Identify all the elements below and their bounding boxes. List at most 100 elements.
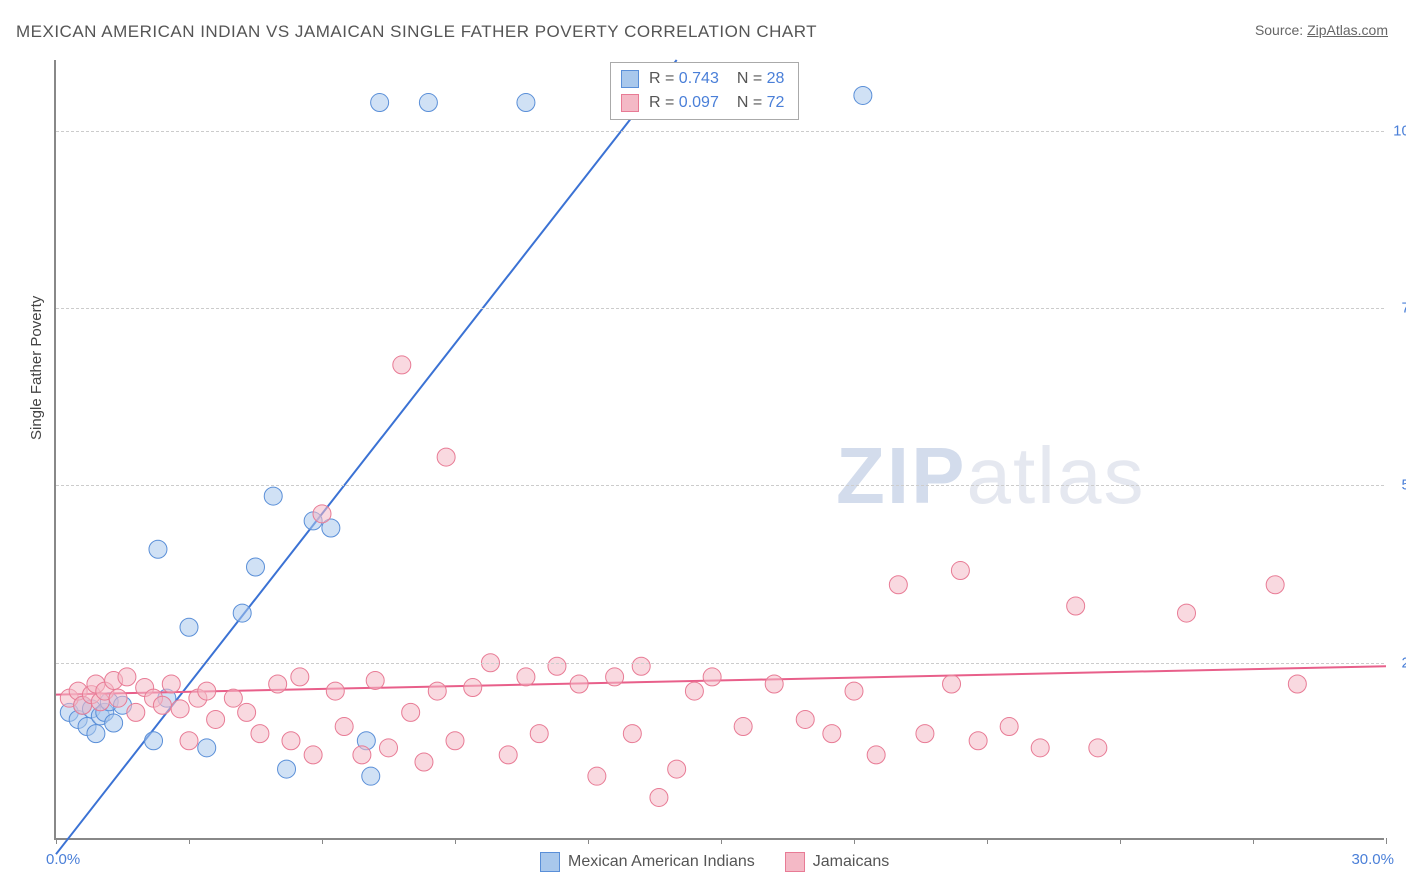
x-tick [189, 838, 190, 844]
scatter-point-jamaican [446, 732, 464, 750]
source-link[interactable]: ZipAtlas.com [1307, 22, 1388, 38]
scatter-point-jamaican [668, 760, 686, 778]
plot-area: ZIPatlas 25.0%50.0%75.0%100.0%0.0%30.0% [54, 60, 1384, 840]
scatter-point-jamaican [845, 682, 863, 700]
scatter-point-mexican [278, 760, 296, 778]
scatter-point-jamaican [796, 710, 814, 728]
y-tick-label: 75.0% [1389, 300, 1406, 317]
scatter-point-mexican [149, 540, 167, 558]
y-tick-label: 50.0% [1389, 477, 1406, 494]
scatter-point-jamaican [1288, 675, 1306, 693]
scatter-point-jamaican [823, 725, 841, 743]
trend-line-jamaican [56, 666, 1386, 694]
scatter-point-mexican [247, 558, 265, 576]
scatter-point-jamaican [588, 767, 606, 785]
x-tick [56, 838, 57, 844]
scatter-point-jamaican [304, 746, 322, 764]
scatter-point-jamaican [366, 671, 384, 689]
scatter-point-jamaican [517, 668, 535, 686]
scatter-point-mexican [145, 732, 163, 750]
scatter-point-jamaican [1031, 739, 1049, 757]
scatter-point-jamaican [415, 753, 433, 771]
scatter-point-jamaican [867, 746, 885, 764]
x-tick [1386, 838, 1387, 844]
stats-r-label: R = 0.097 [649, 91, 719, 115]
scatter-point-jamaican [269, 675, 287, 693]
x-tick [455, 838, 456, 844]
bottom-legend: Mexican American Indians Jamaicans [540, 852, 889, 872]
scatter-point-jamaican [118, 668, 136, 686]
scatter-point-jamaican [685, 682, 703, 700]
stats-legend-box: R = 0.743 N = 28 R = 0.097 N = 72 [610, 62, 799, 120]
x-tick-label: 0.0% [46, 851, 80, 868]
scatter-point-jamaican [109, 689, 127, 707]
scatter-point-jamaican [393, 356, 411, 374]
scatter-point-jamaican [548, 657, 566, 675]
scatter-point-jamaican [632, 657, 650, 675]
scatter-point-jamaican [1089, 739, 1107, 757]
scatter-point-jamaican [326, 682, 344, 700]
scatter-point-jamaican [313, 505, 331, 523]
legend-swatch-icon [785, 852, 805, 872]
stats-swatch-icon [621, 70, 639, 88]
chart-title: MEXICAN AMERICAN INDIAN VS JAMAICAN SING… [16, 22, 817, 42]
scatter-point-jamaican [1266, 576, 1284, 594]
x-tick [322, 838, 323, 844]
legend-label: Mexican American Indians [568, 853, 755, 871]
x-tick [1253, 838, 1254, 844]
source-attribution: Source: ZipAtlas.com [1255, 22, 1388, 38]
scatter-point-jamaican [291, 668, 309, 686]
scatter-point-mexican [854, 86, 872, 104]
scatter-point-jamaican [224, 689, 242, 707]
scatter-point-jamaican [428, 682, 446, 700]
source-prefix: Source: [1255, 22, 1307, 38]
x-tick [987, 838, 988, 844]
scatter-point-jamaican [198, 682, 216, 700]
scatter-point-jamaican [1067, 597, 1085, 615]
stats-n-label: N = 28 [737, 67, 785, 91]
x-tick [854, 838, 855, 844]
stats-n-label: N = 72 [737, 91, 785, 115]
legend-item-jamaican[interactable]: Jamaicans [785, 852, 889, 872]
x-tick [588, 838, 589, 844]
scatter-point-mexican [371, 94, 389, 112]
scatter-point-jamaican [703, 668, 721, 686]
scatter-point-jamaican [530, 725, 548, 743]
legend-swatch-icon [540, 852, 560, 872]
scatter-point-mexican [198, 739, 216, 757]
scatter-point-mexican [233, 604, 251, 622]
gridline [56, 663, 1384, 664]
scatter-point-jamaican [650, 788, 668, 806]
scatter-point-jamaican [889, 576, 907, 594]
scatter-point-jamaican [623, 725, 641, 743]
scatter-point-jamaican [606, 668, 624, 686]
y-tick-label: 25.0% [1389, 654, 1406, 671]
scatter-point-jamaican [127, 703, 145, 721]
scatter-point-jamaican [1178, 604, 1196, 622]
stats-r-label: R = 0.743 [649, 67, 719, 91]
gridline [56, 131, 1384, 132]
y-tick-label: 100.0% [1389, 122, 1406, 139]
stats-row-mexican: R = 0.743 N = 28 [621, 67, 784, 91]
scatter-plot-svg [56, 60, 1384, 838]
scatter-point-jamaican [969, 732, 987, 750]
stats-swatch-icon [621, 94, 639, 112]
scatter-point-jamaican [943, 675, 961, 693]
scatter-point-mexican [362, 767, 380, 785]
legend-item-mexican[interactable]: Mexican American Indians [540, 852, 755, 872]
scatter-point-jamaican [464, 679, 482, 697]
scatter-point-jamaican [171, 700, 189, 718]
stats-row-jamaican: R = 0.097 N = 72 [621, 91, 784, 115]
scatter-point-jamaican [402, 703, 420, 721]
scatter-point-jamaican [251, 725, 269, 743]
scatter-point-jamaican [380, 739, 398, 757]
scatter-point-mexican [419, 94, 437, 112]
scatter-point-jamaican [238, 703, 256, 721]
scatter-point-jamaican [437, 448, 455, 466]
x-tick-label: 30.0% [1351, 851, 1394, 868]
scatter-point-jamaican [765, 675, 783, 693]
scatter-point-jamaican [951, 562, 969, 580]
scatter-point-jamaican [162, 675, 180, 693]
y-axis-title: Single Father Poverty [28, 296, 45, 440]
gridline [56, 485, 1384, 486]
